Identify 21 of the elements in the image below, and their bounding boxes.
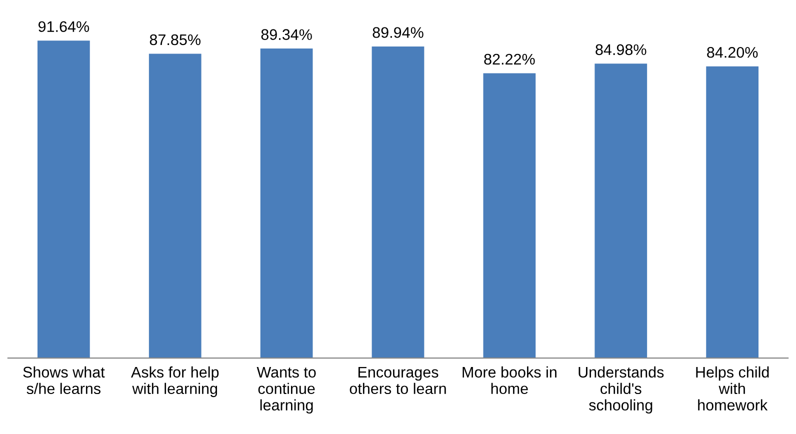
bar (372, 46, 424, 358)
x-tick-label: Shows what s/he learns (23, 366, 105, 394)
bar (594, 64, 648, 358)
x-tick-label: Understands child's schooling (578, 366, 664, 414)
x-tick-label: Helps child with homework (696, 366, 769, 411)
x-tick-label: Wants to continue learning (256, 366, 316, 414)
data-label: 91.64% (38, 21, 90, 32)
data-label: 84.20% (707, 46, 758, 58)
x-tick-label: Asks for help with learning (131, 366, 219, 398)
bar (483, 73, 536, 358)
bar (706, 66, 759, 358)
data-label: 89.34% (261, 29, 312, 40)
bar (37, 40, 90, 358)
data-label: 82.22% (484, 54, 535, 65)
bar (260, 48, 313, 358)
data-label: 84.98% (596, 44, 646, 56)
x-tick-label: Encourages others to learn (350, 366, 446, 394)
x-tick-label: More books in home (462, 366, 556, 394)
bar (148, 54, 202, 358)
data-label: 89.94% (372, 27, 424, 38)
data-label: 87.85% (150, 34, 200, 46)
